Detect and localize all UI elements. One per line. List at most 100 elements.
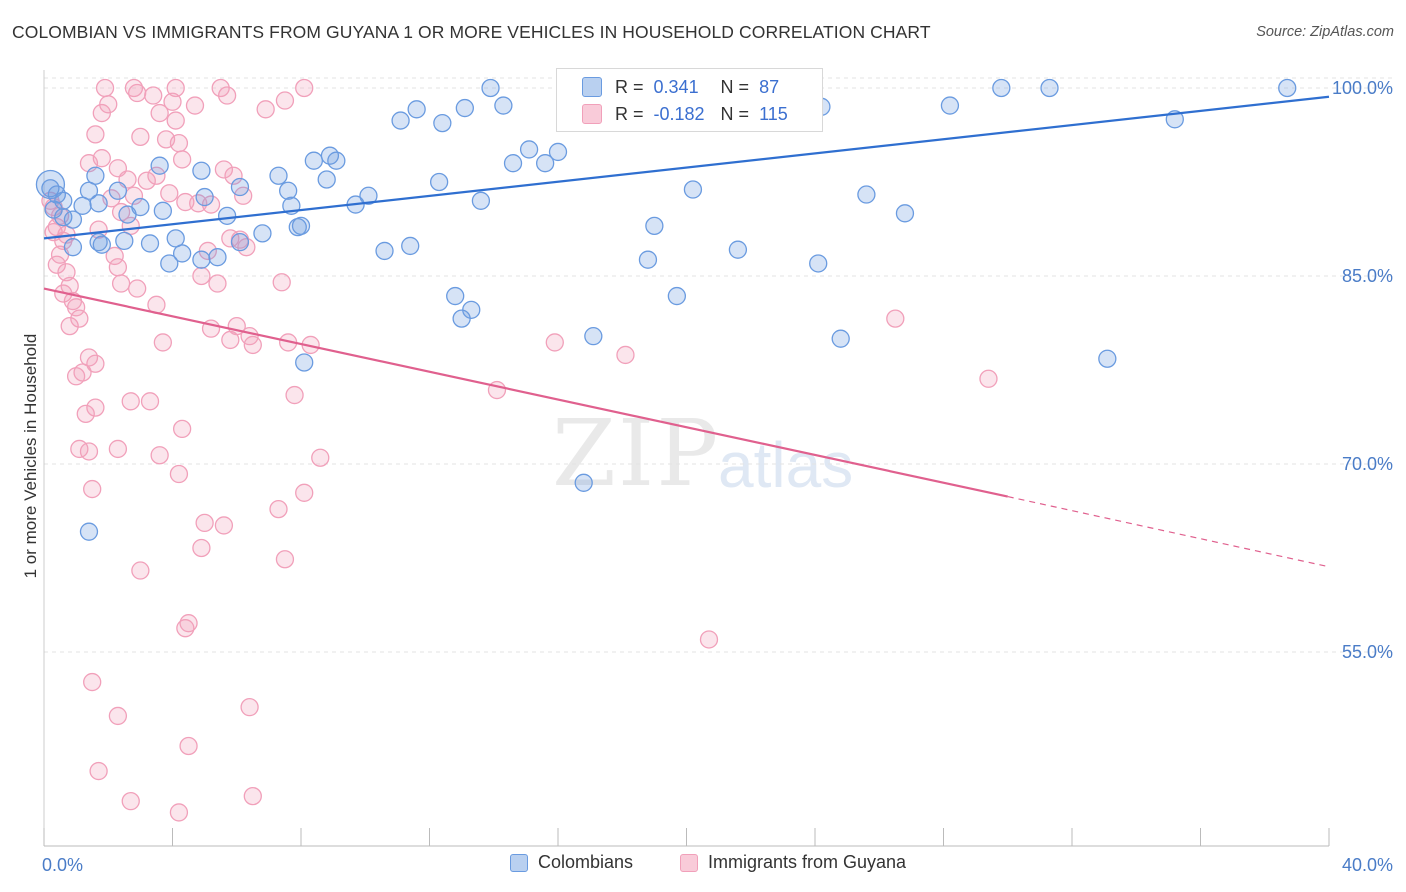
data-point-guyana: [172, 419, 192, 439]
data-point-guyana: [83, 672, 102, 692]
y-tick-label: 85.0%: [1342, 266, 1393, 286]
y-tick-label: 55.0%: [1342, 642, 1393, 662]
data-point-colombians: [503, 154, 523, 173]
data-point-guyana: [169, 464, 189, 484]
data-point-guyana: [275, 550, 295, 569]
data-point-colombians: [645, 216, 664, 236]
data-point-colombians: [317, 170, 336, 189]
data-point-guyana: [179, 614, 198, 633]
data-point-guyana: [140, 392, 160, 411]
data-point-guyana: [147, 166, 166, 185]
data-point-guyana: [311, 448, 330, 467]
axis-tick-labels: 100.0% 85.0% 70.0% 55.0% 0.0% 40.0%: [42, 78, 1393, 875]
data-point-guyana: [166, 78, 185, 98]
data-point-colombians: [359, 186, 378, 205]
y-tick-label: 100.0%: [1332, 78, 1393, 98]
data-point-colombians: [304, 151, 324, 170]
data-point-colombians: [208, 248, 227, 267]
data-point-colombians: [108, 181, 128, 200]
data-point-guyana: [111, 274, 131, 293]
data-point-guyana: [256, 100, 275, 119]
data-point-colombians: [1040, 78, 1059, 98]
y-tick-label: 70.0%: [1342, 454, 1393, 474]
data-point-colombians: [481, 78, 500, 98]
r-label: R =: [615, 76, 644, 97]
data-point-colombians: [433, 113, 452, 133]
data-point-colombians: [217, 206, 237, 225]
x-tick-label-max: 40.0%: [1342, 855, 1393, 875]
data-point-guyana: [192, 538, 211, 558]
data-point-guyana: [295, 78, 314, 98]
chart-title: COLOMBIAN VS IMMIGRANTS FROM GUYANA 1 OR…: [12, 22, 931, 42]
r-label: R =: [615, 103, 644, 124]
data-point-colombians: [462, 300, 481, 319]
data-point-guyana: [131, 127, 150, 147]
data-point-guyana: [79, 442, 99, 461]
data-point-colombians: [584, 327, 603, 346]
data-point-colombians: [86, 166, 105, 185]
bottom-legend: Colombians Immigrants from Guyana: [0, 852, 1406, 878]
data-point-guyana: [150, 446, 169, 465]
data-point-guyana: [92, 149, 111, 168]
data-point-guyana: [108, 706, 128, 726]
data-point-guyana: [144, 86, 163, 105]
data-point-guyana: [60, 316, 79, 336]
data-point-guyana: [176, 619, 195, 638]
data-point-colombians: [63, 238, 83, 257]
data-point-colombians: [407, 100, 426, 119]
data-point-colombians: [471, 191, 491, 210]
data-point-colombians: [536, 154, 555, 173]
data-point-guyana: [217, 86, 237, 105]
data-point-guyana: [545, 333, 564, 352]
data-point-colombians: [153, 201, 173, 220]
data-point-guyana: [243, 786, 262, 806]
data-point-guyana: [195, 513, 214, 533]
data-point-guyana: [150, 103, 169, 123]
data-point-colombians: [548, 142, 568, 162]
data-point-colombians: [683, 180, 703, 199]
data-point-colombians: [278, 181, 298, 200]
data-point-colombians: [831, 329, 850, 348]
r-value: 0.341: [653, 76, 699, 97]
data-point-guyana: [240, 327, 259, 346]
data-point-guyana: [66, 298, 86, 317]
data-point-guyana: [89, 761, 108, 781]
legend-item-guyana[interactable]: Immigrants from Guyana: [680, 852, 906, 873]
data-point-colombians: [73, 196, 92, 215]
data-point-colombians: [166, 229, 185, 248]
data-point-guyana: [224, 166, 243, 185]
legend-item-colombians[interactable]: Colombians: [510, 852, 633, 873]
data-point-guyana: [76, 404, 95, 424]
data-point-colombians: [160, 254, 179, 273]
trend-line-colombians: [43, 95, 1330, 240]
data-point-colombians: [92, 235, 111, 254]
stats-legend: R = 0.341 N = 87 R = -0.182 N = 115: [556, 68, 823, 132]
data-point-colombians: [192, 250, 211, 269]
data-point-colombians: [895, 204, 915, 223]
data-point-guyana: [272, 273, 291, 292]
trend-lines: [43, 95, 1330, 568]
trend-line-guyana: [43, 287, 1008, 498]
chart-source: Source: ZipAtlas.com: [1256, 24, 1394, 40]
data-point-colombians: [327, 151, 346, 170]
data-point-colombians: [940, 96, 960, 115]
data-point-colombians: [131, 197, 150, 217]
data-point-guyana: [214, 516, 234, 535]
data-point-guyana: [83, 479, 102, 499]
trend-line-guyana-extrapolated: [1007, 496, 1330, 568]
data-point-guyana: [95, 78, 115, 98]
data-point-colombians: [809, 254, 828, 273]
data-point-colombians: [391, 111, 410, 130]
data-point-guyana: [295, 483, 314, 502]
data-point-guyana: [221, 229, 240, 248]
data-point-guyana: [616, 345, 635, 365]
data-point-guyana: [201, 195, 221, 214]
data-point-colombians: [446, 286, 465, 306]
data-point-colombians: [54, 207, 73, 227]
data-point-colombians: [35, 169, 66, 200]
data-point-colombians: [140, 234, 160, 253]
x-tick-label-min: 0.0%: [42, 855, 83, 875]
data-point-colombians: [295, 353, 314, 372]
data-point-guyana: [208, 274, 227, 293]
